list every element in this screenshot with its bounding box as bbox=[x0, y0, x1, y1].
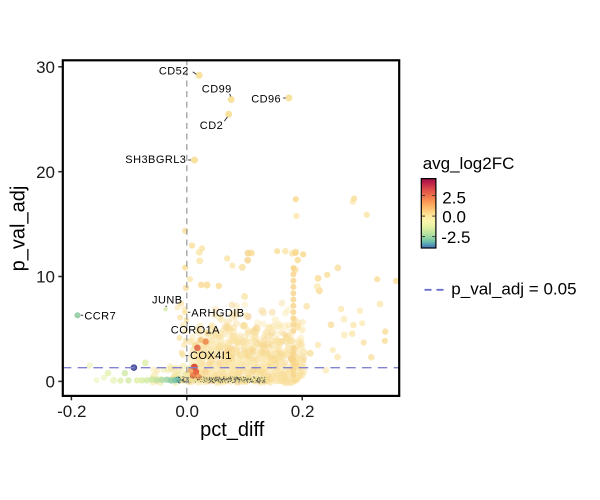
svg-text:ARHGDIB: ARHGDIB bbox=[191, 308, 244, 320]
svg-text:SH3BGRL3: SH3BGRL3 bbox=[125, 154, 186, 166]
svg-text:0.0: 0.0 bbox=[442, 208, 466, 227]
svg-text:CCR7: CCR7 bbox=[84, 310, 116, 322]
svg-text:0.0: 0.0 bbox=[175, 402, 199, 421]
svg-text:CD99: CD99 bbox=[202, 84, 232, 96]
svg-text:CD2: CD2 bbox=[200, 120, 223, 132]
svg-text:-0.2: -0.2 bbox=[57, 402, 86, 421]
svg-text:pct_diff: pct_diff bbox=[200, 419, 265, 441]
svg-text:CORO1A: CORO1A bbox=[171, 324, 220, 336]
svg-text:2.5: 2.5 bbox=[442, 189, 466, 208]
svg-text:20: 20 bbox=[36, 163, 55, 182]
svg-text:10: 10 bbox=[36, 268, 55, 287]
svg-text:avg_log2FC: avg_log2FC bbox=[423, 154, 515, 173]
svg-text:JUNB: JUNB bbox=[152, 295, 183, 307]
svg-text:-2.5: -2.5 bbox=[441, 228, 470, 247]
svg-text:COX4I1: COX4I1 bbox=[190, 350, 232, 362]
svg-text:p_val_adj = 0.05: p_val_adj = 0.05 bbox=[451, 280, 576, 299]
svg-text:0.2: 0.2 bbox=[291, 402, 315, 421]
svg-text:30: 30 bbox=[36, 58, 55, 77]
svg-text:CD52: CD52 bbox=[159, 65, 189, 77]
svg-text:0: 0 bbox=[46, 373, 55, 392]
svg-text:p_val_adj: p_val_adj bbox=[8, 186, 30, 272]
svg-text:CD96: CD96 bbox=[251, 94, 281, 106]
